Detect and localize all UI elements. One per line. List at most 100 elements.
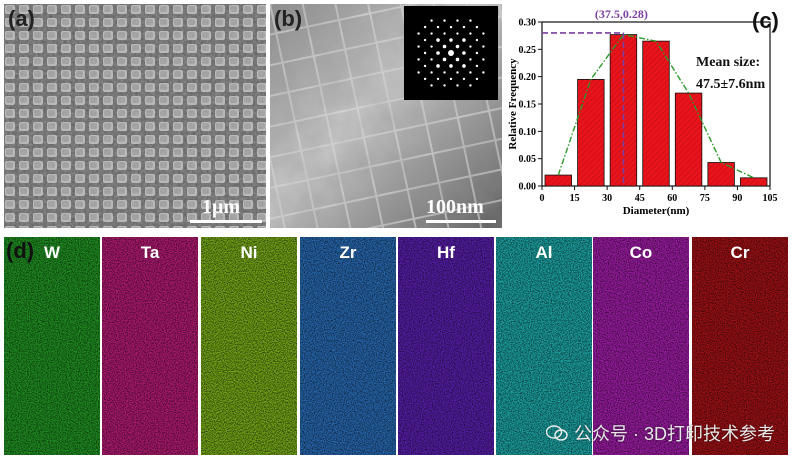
diffraction-spot [469, 32, 472, 35]
diffraction-spot [443, 71, 446, 74]
fit-curve [557, 33, 755, 179]
sem-texture [4, 4, 266, 228]
diffraction-spot [455, 57, 460, 62]
eds-noise [201, 237, 297, 455]
y-tick-label: 0.30 [519, 18, 537, 29]
diffraction-spot [423, 25, 427, 29]
eds-noise [4, 237, 100, 455]
panel-a-label: (a) [8, 6, 35, 31]
x-tick-label: 30 [602, 193, 612, 204]
diffraction-spot [475, 77, 479, 81]
panel-a-scalebar [190, 220, 262, 223]
diffraction-spot [449, 64, 453, 68]
diffraction-spot [456, 71, 459, 74]
y-tick-label: 0.10 [519, 127, 537, 138]
panel-b-scalebar [426, 220, 496, 223]
y-tick-label: 0.20 [519, 72, 537, 83]
diffraction-spot [469, 84, 472, 87]
mean-size-text: Mean size: 47.5±7.6nm [696, 52, 765, 96]
mean-size-label: Mean size: [696, 55, 761, 70]
diffraction-spot [443, 19, 446, 22]
saed-dots [417, 19, 485, 87]
eds-map-zr: Zr [300, 237, 396, 455]
panel-d-label: (d) [6, 238, 35, 263]
diffraction-spot [469, 19, 472, 22]
x-tick-label: 15 [570, 193, 580, 204]
watermark: 公众号 · 3D打印技术参考 [545, 420, 775, 446]
diffraction-spot [417, 45, 420, 48]
diffraction-spot [469, 71, 472, 74]
diffraction-spot [482, 45, 485, 48]
watermark-text: 公众号 · 3D打印技术参考 [573, 424, 775, 444]
eds-map-label: Hf [437, 243, 455, 262]
tem-micrograph-panel: (b) 100nm [270, 4, 502, 228]
x-tick-label: 90 [732, 193, 742, 204]
eds-noise [102, 237, 198, 455]
diffraction-spot [469, 58, 472, 61]
sem-micrograph-panel: (a) 1μm [4, 4, 266, 228]
diffraction-spot [448, 50, 454, 56]
diffraction-spot [456, 84, 459, 87]
x-tick-label: 60 [667, 193, 677, 204]
eds-noise [300, 237, 396, 455]
diffraction-spot [423, 38, 427, 42]
diffraction-spot [475, 51, 479, 55]
diffraction-spot [436, 38, 440, 42]
size-distribution-chart: 0.00 0.05 0.10 0.15 0.20 0.25 0.30 0 15 30 45 60 75 9… [506, 4, 798, 232]
diffraction-spot [423, 64, 427, 68]
x-tick-label: 45 [635, 193, 645, 204]
wechat-icon [545, 425, 568, 441]
eds-map-ni: Ni [201, 237, 297, 455]
eds-map-label: Ni [240, 243, 258, 262]
diffraction-spot [482, 32, 485, 35]
diffraction-spot [482, 58, 485, 61]
diffraction-spot [430, 32, 433, 35]
panel-c-label: (c) [752, 8, 779, 33]
eds-map-label: Co [629, 243, 653, 262]
diffraction-spot [436, 77, 440, 81]
mean-size-value: 47.5±7.6nm [696, 77, 766, 92]
diffraction-spot [482, 71, 485, 74]
diffraction-spot [462, 64, 466, 68]
histogram-bar [740, 177, 768, 187]
saed-pattern-inset [404, 6, 498, 100]
eds-map-hf: Hf [398, 237, 494, 455]
diffraction-spot [423, 77, 427, 81]
x-tick-label: 105 [763, 193, 778, 204]
y-tick-label: 0.00 [519, 182, 537, 193]
diffraction-spot [462, 25, 466, 29]
eds-map-label: Ta [140, 243, 160, 262]
peak-annotation: (37.5,0.28) [595, 7, 648, 21]
panel-a-scale-text: 1μm [202, 196, 240, 218]
diffraction-spot [436, 64, 440, 68]
eds-map-label: Al [535, 243, 553, 262]
panel-b-label: (b) [274, 6, 303, 31]
diffraction-spot [469, 45, 472, 48]
eds-map-w: W [4, 237, 100, 455]
diffraction-spot [475, 38, 479, 42]
diffraction-spot [442, 57, 447, 62]
eds-map-al: Al [496, 237, 592, 455]
diffraction-spot [456, 32, 459, 35]
x-tick-label: 0 [540, 193, 545, 204]
diffraction-spot [462, 51, 466, 55]
histogram-svg: 0.00 0.05 0.10 0.15 0.20 0.25 0.30 0 15 30 45 60 75 9… [507, 7, 778, 217]
diffraction-spot [449, 77, 453, 81]
diffraction-spot [430, 58, 433, 61]
diffraction-spot [430, 71, 433, 74]
diffraction-spot [436, 25, 440, 29]
diffraction-spot [456, 19, 459, 22]
diffraction-spot [475, 25, 479, 29]
diffraction-spot [443, 84, 446, 87]
y-tick-label: 0.05 [519, 154, 537, 165]
diffraction-spot [430, 45, 433, 48]
eds-map-label: Zr [339, 243, 357, 262]
diffraction-spot [417, 58, 420, 61]
histogram-bar [544, 174, 572, 187]
diffraction-spot [436, 51, 440, 55]
histogram-bar [674, 92, 703, 187]
eds-map-label: Cr [730, 243, 750, 262]
diffraction-spot [455, 44, 460, 49]
eds-noise [692, 237, 788, 455]
diffraction-spot [430, 19, 433, 22]
